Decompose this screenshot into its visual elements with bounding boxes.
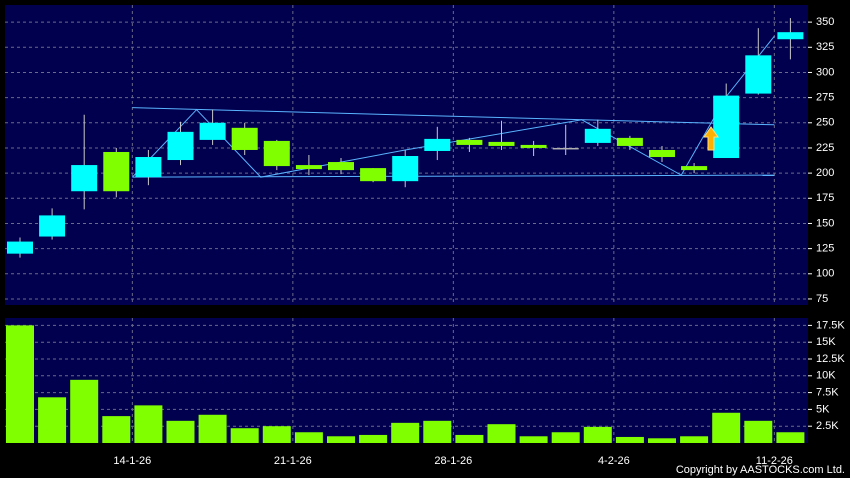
candle-body [552, 147, 579, 150]
y-tick-label: 225 [816, 142, 834, 154]
volume-bar [423, 420, 452, 443]
candle-body [649, 149, 675, 158]
candle-body [392, 156, 419, 182]
y-tick-label: 250 [816, 117, 834, 129]
plot-layer: 75 100 125 150 175 200 225 250 275 300 325 350 2.5K 5… [5, 5, 845, 467]
volume-bar [712, 412, 741, 443]
candle-body [616, 137, 643, 146]
volume-bar [6, 325, 34, 443]
volume-bar [70, 379, 99, 443]
candle-body [520, 144, 547, 148]
candle-body [295, 165, 322, 170]
candle-body [456, 139, 483, 145]
candle-body [424, 138, 451, 151]
volume-bar [166, 420, 195, 443]
candle-body [328, 162, 354, 171]
volume-bar [776, 432, 805, 443]
y-tick-label: 2.5K [816, 420, 839, 432]
candle-body [39, 215, 66, 237]
volume-bar [615, 436, 644, 443]
x-tick-label: 11-2-26 [756, 455, 793, 467]
y-tick-label: 275 [816, 92, 834, 104]
trend-line [132, 174, 775, 178]
volume-bar [359, 434, 388, 443]
candle-body [681, 166, 708, 171]
volume-bar [230, 428, 259, 443]
y-tick-label: 150 [816, 217, 834, 229]
candle-body [7, 241, 33, 254]
x-tick-label: 21-1-26 [274, 455, 312, 467]
candle-body [231, 127, 258, 150]
y-tick-label: 7.5K [816, 387, 839, 399]
volume-bar [391, 422, 420, 443]
y-tick-label: 75 [816, 293, 828, 305]
x-tick-label: 14-1-26 [113, 455, 151, 467]
volume-bar [680, 436, 709, 443]
y-tick-label: 5K [816, 403, 830, 415]
x-tick-label: 4-2-26 [598, 455, 630, 467]
candle-body [584, 128, 611, 143]
copyright: Copyright by AASTOCKS.com Ltd. [676, 464, 845, 476]
candle-body [713, 95, 740, 159]
candle-body [745, 55, 772, 94]
volume-bar [583, 426, 612, 443]
candle-body [71, 165, 98, 192]
candle-body [167, 131, 194, 161]
y-tick-label: 12.5K [816, 353, 845, 365]
y-tick-label: 100 [816, 268, 834, 280]
candle-body [263, 140, 290, 167]
candle-body [488, 141, 515, 146]
volume-bar [134, 405, 163, 443]
y-tick-label: 10K [816, 370, 836, 382]
y-tick-label: 175 [816, 192, 834, 204]
volume-bar [455, 434, 484, 443]
y-tick-label: 300 [816, 66, 834, 78]
candle-body [135, 157, 162, 178]
volume-bar [744, 420, 773, 443]
volume-bar [262, 426, 291, 443]
y-tick-label: 200 [816, 167, 834, 179]
x-tick-label: 28-1-26 [434, 455, 472, 467]
signal-arrow [703, 126, 719, 151]
y-tick-label: 350 [816, 16, 834, 28]
candle-body [360, 168, 387, 182]
y-tick-label: 325 [816, 41, 834, 53]
y-tick-label: 15K [816, 336, 836, 348]
volume-bar [519, 436, 548, 443]
volume-bar [198, 414, 227, 443]
trend-line [132, 107, 775, 126]
volume-bar [648, 438, 676, 443]
candle-body [103, 151, 130, 192]
volume-bar [551, 432, 580, 443]
candle-body [777, 32, 804, 40]
candle-body [199, 122, 226, 140]
y-tick-label: 17.5K [816, 319, 845, 331]
volume-bar [327, 436, 355, 443]
y-tick-label: 125 [816, 243, 834, 255]
volume-bar [294, 432, 323, 443]
volume-bar [38, 397, 67, 443]
volume-bar [487, 424, 516, 443]
volume-bar [102, 416, 131, 443]
